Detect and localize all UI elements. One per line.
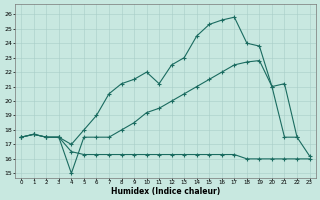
X-axis label: Humidex (Indice chaleur): Humidex (Indice chaleur) <box>111 187 220 196</box>
